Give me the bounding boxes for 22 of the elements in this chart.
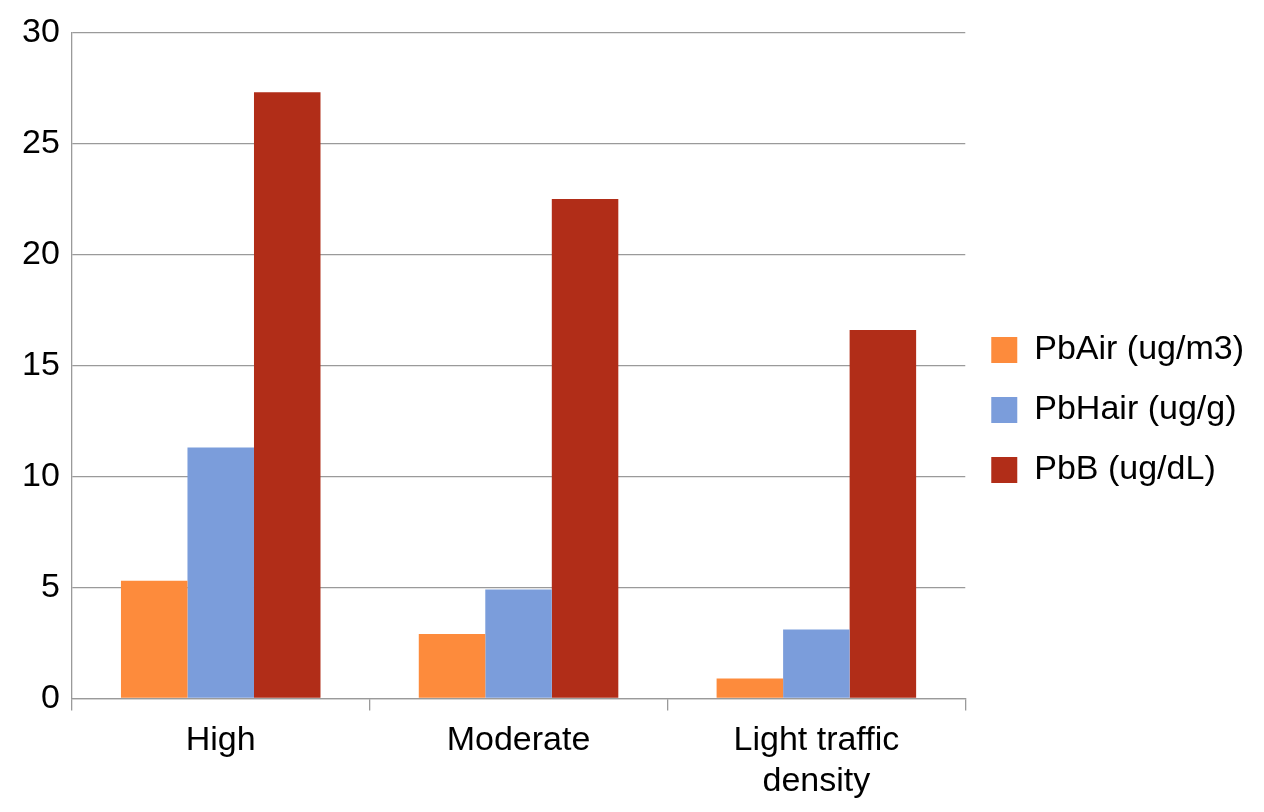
bar xyxy=(716,678,784,698)
x-tick-label: Moderate xyxy=(446,719,591,758)
bar xyxy=(418,634,486,698)
y-tick-label: 20 xyxy=(21,232,60,271)
y-tick-label: 5 xyxy=(40,565,60,604)
bar xyxy=(783,629,850,698)
bar xyxy=(253,92,321,698)
legend-label: PbAir (ug/m3) xyxy=(1034,328,1245,367)
y-tick-label: 10 xyxy=(21,454,60,493)
legend-label: PbB (ug/dL) xyxy=(1034,448,1216,487)
bar xyxy=(485,589,552,698)
bar xyxy=(187,447,254,698)
legend-label: PbHair (ug/g) xyxy=(1034,388,1237,427)
x-tick-label: High xyxy=(185,719,256,758)
bar xyxy=(849,329,917,698)
y-tick-label: 15 xyxy=(21,343,60,382)
y-tick-label: 30 xyxy=(21,10,60,49)
x-tick-label: Light traffic density xyxy=(733,719,900,798)
bar xyxy=(551,198,619,698)
y-tick-label: 0 xyxy=(40,676,60,715)
bar xyxy=(120,580,188,698)
y-tick-label: 25 xyxy=(21,121,60,160)
